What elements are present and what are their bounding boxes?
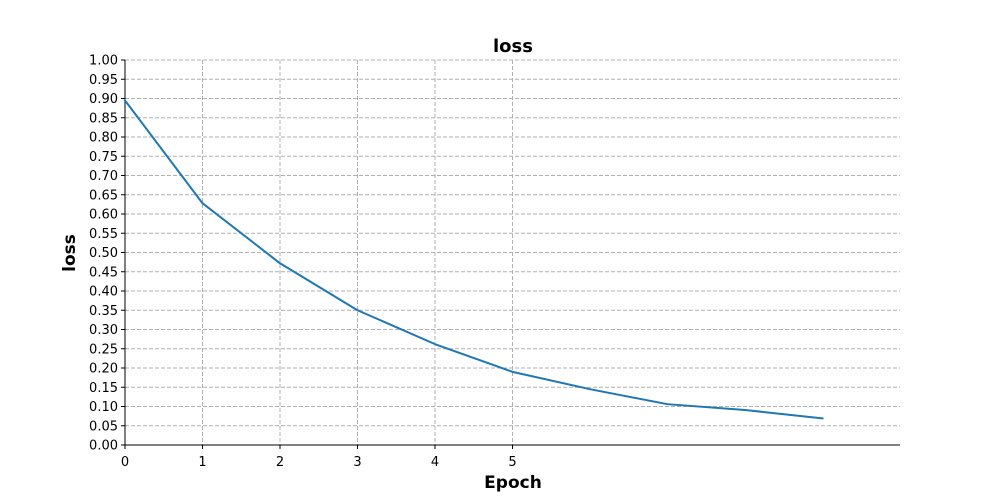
y-tick-label: 0.50 xyxy=(89,246,118,261)
y-tick-label: 0.55 xyxy=(89,227,118,242)
y-tick-label: 1.00 xyxy=(89,54,118,69)
x-axis-title: Epoch xyxy=(484,473,542,493)
y-tick-label: 0.60 xyxy=(89,208,118,223)
y-tick-label: 0.15 xyxy=(89,381,118,396)
chart-title: loss xyxy=(493,36,533,57)
grid xyxy=(124,59,900,446)
y-tick-label: 0.05 xyxy=(89,419,118,434)
y-tick-label: 0.95 xyxy=(89,73,118,88)
y-axis-title: loss xyxy=(60,234,80,272)
series-line xyxy=(123,99,824,420)
y-tick-label: 0.30 xyxy=(89,323,118,338)
y-tick-label: 0.75 xyxy=(89,150,118,165)
x-tick-label: 2 xyxy=(276,455,284,470)
y-tick-label: 0.65 xyxy=(89,188,118,203)
axes xyxy=(121,59,900,449)
y-tick-label: 0.35 xyxy=(89,304,118,319)
y-tick-label: 0.25 xyxy=(89,342,118,357)
tick-labels: 0.00 0.05 0.10 0.15 0.20 0.25 0.30 0.35 0.40 0.45… xyxy=(89,54,517,471)
x-tick-label: 1 xyxy=(198,455,206,470)
y-tick-label: 0.70 xyxy=(89,169,118,184)
x-tick-label: 4 xyxy=(431,455,439,470)
y-tick-label: 0.85 xyxy=(89,111,118,126)
y-tick-label: 0.10 xyxy=(89,400,118,415)
y-tick-label: 0.20 xyxy=(89,362,118,377)
y-tick-label: 0.90 xyxy=(89,92,118,107)
y-tick-label: 0.40 xyxy=(89,285,118,300)
x-tick-label: 0 xyxy=(121,455,129,470)
x-tick-label: 3 xyxy=(353,455,361,470)
series-layer xyxy=(123,99,824,420)
y-tick-label: 0.45 xyxy=(89,265,118,280)
x-tick-label: 5 xyxy=(508,455,516,470)
y-tick-label: 0.80 xyxy=(89,131,118,146)
y-tick-label: 0.00 xyxy=(89,439,118,454)
